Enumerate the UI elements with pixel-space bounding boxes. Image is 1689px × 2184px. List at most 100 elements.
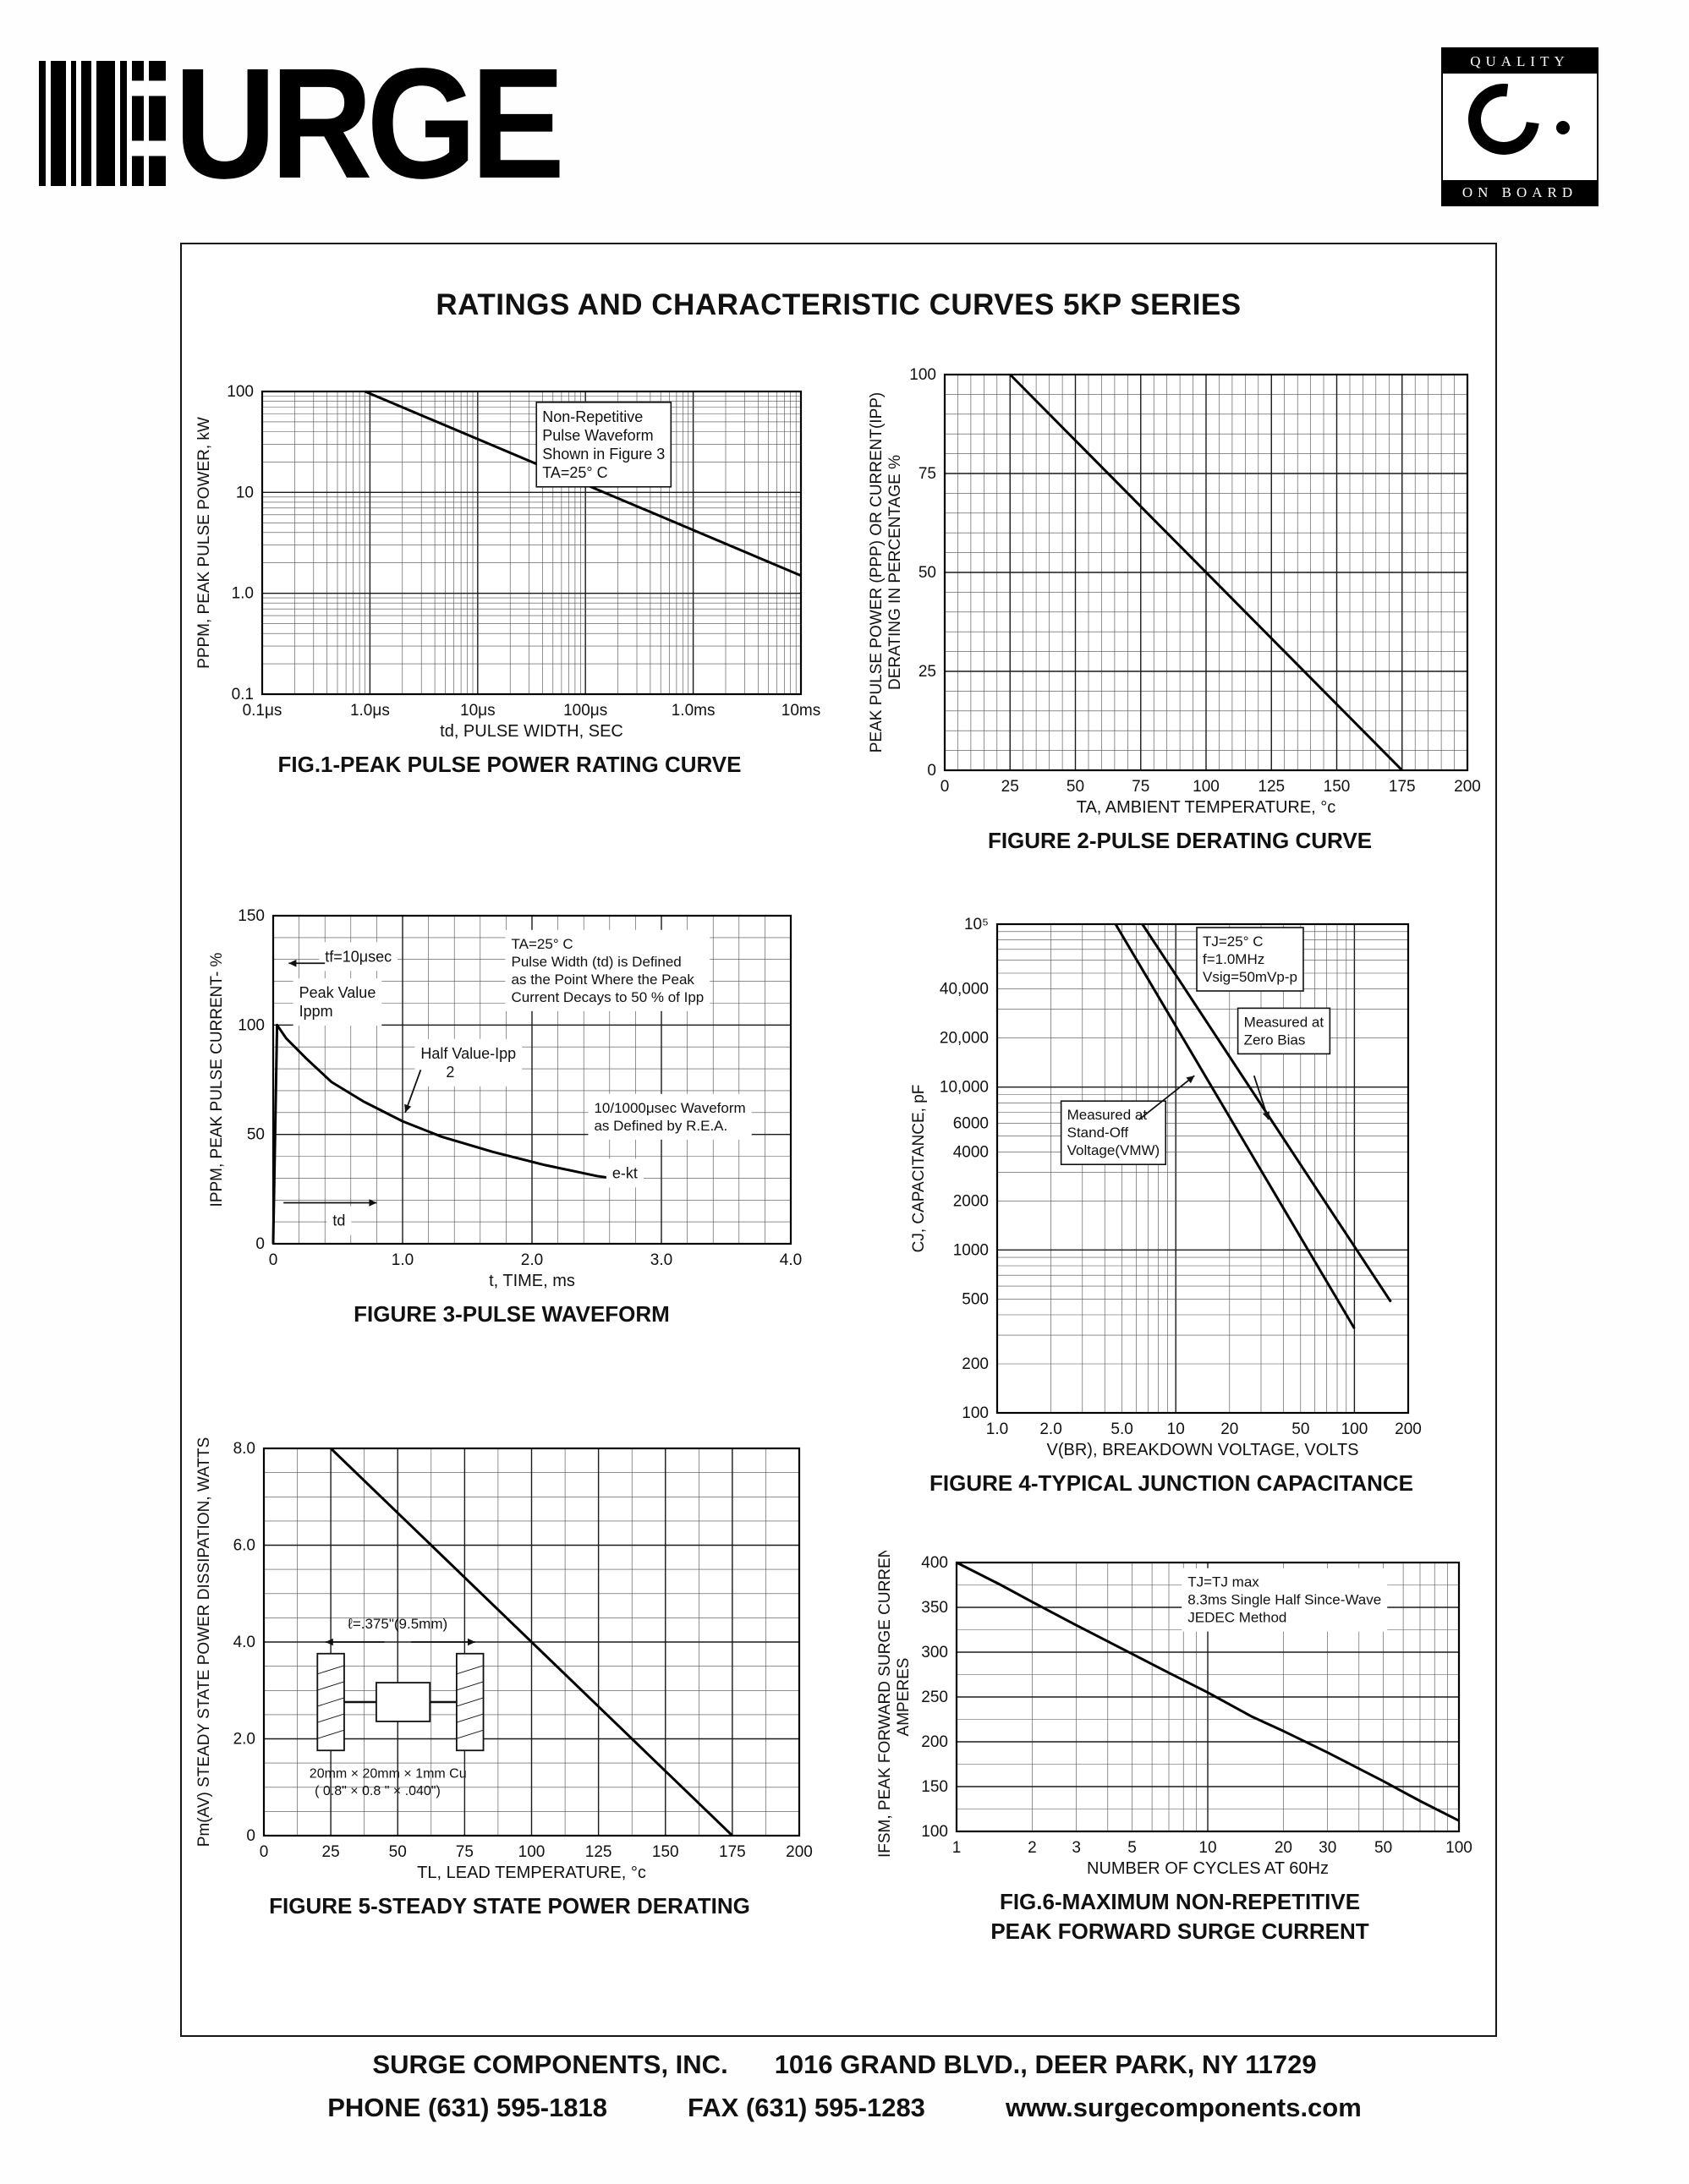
crescent-swoosh-icon — [1454, 69, 1554, 169]
fig5-svg: 0 25 50 75 100 125 150 175 200 0 2.0 4.0 6.0 8.0 TL, L… — [195, 1437, 813, 1882]
footer-website: www.surgecomponents.com — [1005, 2093, 1362, 2122]
svg-text:NUMBER OF CYCLES AT 60Hz: NUMBER OF CYCLES AT 60Hz — [1087, 1859, 1329, 1878]
svg-text:2000: 2000 — [953, 1192, 989, 1210]
svg-text:IFSM, PEAK FORWARD SURGE CURRE: IFSM, PEAK FORWARD SURGE CURRENT — [876, 1551, 894, 1858]
inset-material-label2: ( 0.8" × 0.8 " × .040") — [315, 1784, 441, 1798]
svg-text:1000: 1000 — [953, 1241, 989, 1259]
svg-text:td, PULSE WIDTH, SEC: td, PULSE WIDTH, SEC — [440, 722, 623, 741]
svg-text:10: 10 — [1167, 1420, 1185, 1438]
logo-bar — [39, 61, 46, 186]
svg-text:75: 75 — [1132, 778, 1149, 796]
svg-text:10μs: 10μs — [460, 702, 496, 720]
fig4-svg: 1.0 2.0 5.0 10 20 50 100 200 10⁵ 40,000 20,000 10,0… — [910, 916, 1422, 1459]
fig4-chart: 1.0 2.0 5.0 10 20 50 100 200 10⁵ 40,000 20,000 10,0… — [909, 912, 1434, 1462]
fig6-caption: FIG.6-MAXIMUM NON-REPETITIVE — [999, 1889, 1361, 1914]
svg-text:20,000: 20,000 — [940, 1030, 989, 1048]
svg-text:0: 0 — [260, 1843, 269, 1861]
fig1-svg: 0.1μs 1.0μs 10μs 100μs 1.0ms 10ms 100 10 1.0 0.1 t… — [195, 383, 820, 741]
svg-text:1: 1 — [952, 1839, 962, 1857]
fig6-svg: 1 2 3 5 10 20 30 50 100 100 150 200 250 300 350 400 NUMB… — [876, 1536, 1472, 1878]
footer-address: 1016 GRAND BLVD., DEER PARK, NY 11729 — [774, 2050, 1317, 2079]
svg-text:10: 10 — [1198, 1839, 1216, 1857]
svg-text:3.0: 3.0 — [650, 1251, 672, 1269]
svg-text:100: 100 — [1193, 778, 1220, 796]
svg-text:t, TIME, ms: t, TIME, ms — [489, 1272, 575, 1290]
fig3-svg: 0 1.0 2.0 3.0 4.0 0 50 100 150 t, TIME, ms IPPM, P… — [208, 907, 802, 1290]
fig6-chart: 1 2 3 5 10 20 30 50 100 100 150 200 250 300 350 400 NUMB… — [875, 1536, 1484, 1880]
footer-fax: FAX (631) 595-1283 — [688, 2093, 925, 2122]
surge-logo-bars — [39, 61, 171, 186]
svg-text:125: 125 — [585, 1843, 612, 1861]
svg-text:10ms: 10ms — [781, 702, 820, 720]
svg-text:300: 300 — [921, 1644, 948, 1661]
svg-text:IPPM, PEAK PULSE CURRENT- %: IPPM, PEAK PULSE CURRENT- % — [208, 952, 226, 1207]
chart-annotation: Measured at Stand-Off Voltage(VMW) — [1067, 1107, 1160, 1158]
svg-text:25: 25 — [1001, 778, 1019, 796]
measured-at-standoff-curve — [1114, 923, 1356, 1329]
page-title: RATINGS AND CHARACTERISTIC CURVES 5KP SE… — [436, 288, 1242, 321]
footer-company: SURGE COMPONENTS, INC. — [372, 2050, 728, 2079]
figure-5: 0 25 50 75 100 125 150 175 200 0 2.0 4.0 6.0 8.0 TL, L… — [195, 1437, 825, 1919]
figure-2: 0 25 50 75 100 125 150 175 200 0 25 50 75 100 TA, AMBI… — [867, 363, 1493, 854]
content-frame: RATINGS AND CHARACTERISTIC CURVES 5KP SE… — [180, 243, 1497, 2037]
fig2-svg: 0 25 50 75 100 125 150 175 200 0 25 50 75 100 TA, AMBI… — [868, 366, 1481, 817]
svg-text:50: 50 — [919, 564, 936, 582]
fig3-caption: FIGURE 3-PULSE WAVEFORM — [354, 1301, 670, 1327]
figure-1: 0.1μs 1.0μs 10μs 100μs 1.0ms 10ms 100 10 1.0 0.1 t… — [195, 380, 825, 778]
svg-text:50: 50 — [247, 1126, 265, 1144]
logo-bar — [120, 61, 127, 186]
svg-text:175: 175 — [719, 1843, 746, 1861]
surge-logo-text: URGE — [174, 36, 565, 211]
svg-text:75: 75 — [919, 465, 936, 483]
chart-annotation: 10/1000μsec Waveform as Defined by R.E.A. — [594, 1100, 745, 1134]
svg-text:100: 100 — [227, 383, 254, 401]
svg-text:200: 200 — [962, 1355, 989, 1373]
svg-text:200: 200 — [786, 1843, 813, 1861]
svg-text:150: 150 — [1324, 778, 1351, 796]
svg-text:6.0: 6.0 — [233, 1537, 255, 1555]
svg-text:V(BR), BREAKDOWN VOLTAGE, VOLT: V(BR), BREAKDOWN VOLTAGE, VOLTS — [1047, 1441, 1359, 1459]
svg-text:8.0: 8.0 — [233, 1440, 255, 1458]
fig1-chart: 0.1μs 1.0μs 10μs 100μs 1.0ms 10ms 100 10 1.0 0.1 t… — [195, 380, 825, 743]
svg-text:50: 50 — [1374, 1839, 1392, 1857]
fig2-chart: 0 25 50 75 100 125 150 175 200 0 25 50 75 100 TA, AMBI… — [867, 363, 1493, 819]
chart-annotation: tf=10μsec — [325, 948, 392, 965]
svg-text:50: 50 — [389, 1843, 407, 1861]
svg-text:0: 0 — [269, 1251, 278, 1269]
svg-text:CJ, CAPACITANCE, pF: CJ, CAPACITANCE, pF — [910, 1085, 928, 1253]
footer-phone: PHONE (631) 595-1818 — [327, 2093, 608, 2122]
fig3-chart: 0 1.0 2.0 3.0 4.0 0 50 100 150 t, TIME, ms IPPM, P… — [207, 904, 816, 1293]
svg-text:2.0: 2.0 — [233, 1731, 255, 1749]
svg-text:100: 100 — [1445, 1839, 1472, 1857]
chart-annotation: Half Value-Ipp 2 — [420, 1045, 516, 1081]
svg-text:TL, LEAD TEMPERATURE, °c: TL, LEAD TEMPERATURE, °c — [417, 1864, 646, 1882]
svg-text:350: 350 — [921, 1599, 948, 1617]
fig4-caption: FIGURE 4-TYPICAL JUNCTION CAPACITANCE — [929, 1470, 1414, 1496]
svg-text:1.0: 1.0 — [986, 1420, 1008, 1438]
svg-text:2.0: 2.0 — [1039, 1420, 1061, 1438]
logo-bar — [96, 61, 115, 186]
svg-text:100: 100 — [909, 366, 936, 384]
svg-text:4.0: 4.0 — [233, 1634, 255, 1651]
svg-text:75: 75 — [456, 1843, 474, 1861]
surge-logo: URGE — [39, 36, 601, 211]
fig2-caption: FIGURE 2-PULSE DERATING CURVE — [987, 828, 1373, 853]
chart-annotation: Measured at Zero Bias — [1244, 1014, 1324, 1048]
figure-3: 0 1.0 2.0 3.0 4.0 0 50 100 150 t, TIME, ms IPPM, P… — [207, 904, 816, 1327]
steady-state-derating-line — [330, 1447, 733, 1837]
svg-text:TA, AMBIENT TEMPERATURE, °c: TA, AMBIENT TEMPERATURE, °c — [1077, 798, 1336, 817]
svg-text:200: 200 — [1454, 778, 1481, 796]
svg-text:100: 100 — [238, 1016, 265, 1034]
svg-text:150: 150 — [921, 1778, 948, 1796]
svg-text:50: 50 — [1291, 1420, 1309, 1438]
svg-text:2: 2 — [1028, 1839, 1037, 1857]
svg-text:0: 0 — [940, 778, 950, 796]
figure-4: 1.0 2.0 5.0 10 20 50 100 200 10⁵ 40,000 20,000 10,0… — [909, 912, 1434, 1497]
footer-address-line: SURGE COMPONENTS, INC. 1016 GRAND BLVD.,… — [0, 2050, 1689, 2080]
svg-text:400: 400 — [921, 1554, 948, 1572]
quality-badge-bottom-text: ON BOARD — [1443, 180, 1597, 205]
svg-text:125: 125 — [1258, 778, 1285, 796]
svg-text:0.1μs: 0.1μs — [243, 702, 282, 720]
quality-on-board-badge: QUALITY ON BOARD — [1441, 47, 1599, 206]
